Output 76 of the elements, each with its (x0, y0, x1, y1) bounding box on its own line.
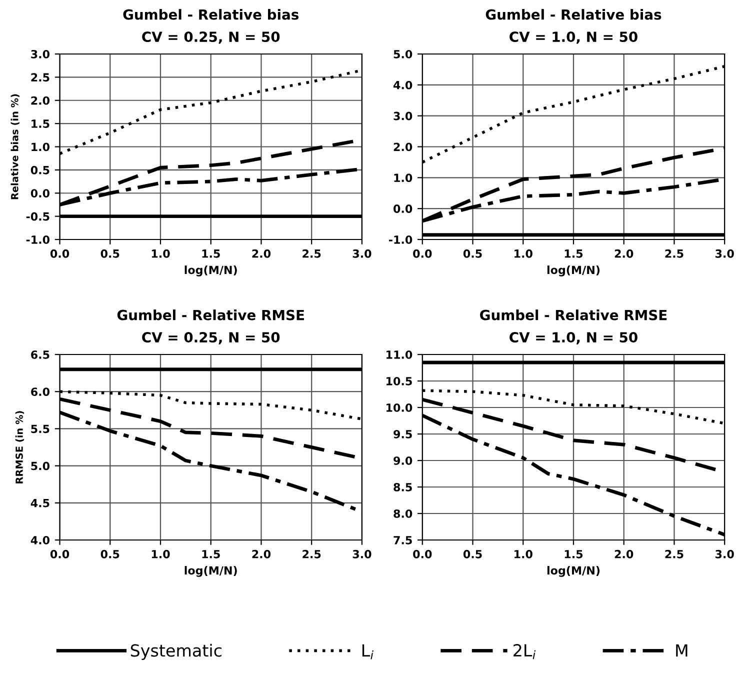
x-tick-label: 3.0 (352, 249, 372, 258)
x-axis-title: log(M/N) (547, 266, 600, 276)
x-tick-label: 0.5 (100, 249, 120, 258)
chart-subtitle: CV = 0.25, N = 50 (142, 332, 280, 344)
y-tick-label: 10.0 (386, 403, 412, 412)
x-tick-label: 2.5 (302, 249, 321, 258)
legend-label: L$_{i}$ (362, 644, 374, 660)
chart-subtitle: CV = 1.0, N = 50 (510, 332, 638, 344)
chart-title: Gumbel - Relative bias (123, 9, 299, 20)
x-tick-label: 0.0 (50, 249, 70, 258)
x-tick-label: 2.5 (665, 550, 684, 558)
chart-title: Gumbel - Relative RMSE (480, 310, 667, 320)
y-tick-label: 4.5 (30, 499, 50, 508)
y-tick-label: 1.0 (394, 174, 412, 182)
y-tick-label: 5.5 (31, 424, 50, 434)
y-tick-label: 0.0 (30, 189, 50, 198)
y-axis-title: RRMSE (in %) (15, 411, 24, 484)
y-tick-label: 4.0 (393, 80, 412, 90)
y-tick-label: 4.0 (30, 536, 50, 544)
x-tick-label: 3.0 (352, 550, 372, 558)
y-tick-label: 2.0 (394, 142, 412, 152)
y-tick-label: 6.5 (31, 350, 50, 359)
x-tick-label: 0.5 (463, 550, 482, 558)
chart-subtitle: CV = 1.0, N = 50 (510, 32, 638, 44)
x-tick-label: 2.5 (665, 249, 684, 258)
x-tick-label: 1.5 (202, 250, 220, 258)
x-tick-label: 0.5 (100, 550, 120, 558)
y-tick-label: -0.5 (26, 212, 50, 221)
y-tick-label: -1.0 (26, 235, 50, 244)
x-tick-label: 3.0 (715, 550, 734, 558)
x-tick-label: 1.0 (152, 249, 170, 258)
y-tick-label: 6.0 (31, 388, 50, 396)
legend-label: 2L$_{i}$ (514, 644, 536, 660)
legend-label: Systematic (130, 644, 222, 660)
x-tick-label: 2.5 (302, 550, 321, 558)
x-tick-label: 0.0 (413, 249, 432, 258)
x-tick-label: 3.0 (715, 249, 734, 258)
x-tick-label: 1.5 (564, 550, 583, 558)
y-tick-label: 3.0 (394, 112, 412, 120)
y-tick-label: 3.0 (31, 50, 50, 58)
x-tick-label: 0.0 (50, 550, 70, 558)
y-tick-label: 5.0 (31, 462, 50, 470)
x-tick-label: 0.5 (463, 249, 482, 258)
x-tick-label: 1.5 (564, 250, 583, 258)
x-axis-title: log(M/N) (547, 566, 600, 577)
x-tick-label: 1.0 (514, 249, 532, 258)
x-tick-label: 2.0 (614, 550, 634, 558)
x-tick-label: 2.0 (252, 249, 271, 258)
y-tick-label: -1.0 (388, 235, 412, 244)
x-tick-label: 1.0 (152, 550, 170, 558)
y-tick-label: 0.0 (394, 204, 412, 213)
y-tick-label: 5.0 (394, 50, 412, 58)
chart-title: Gumbel - Relative RMSE (117, 310, 304, 320)
y-tick-label: 1.5 (32, 120, 50, 128)
y-tick-label: 9.5 (394, 430, 412, 438)
x-tick-label: 0.0 (413, 550, 432, 558)
x-tick-label: 1.5 (202, 550, 220, 558)
y-tick-label: 1.0 (32, 142, 50, 152)
y-tick-label: 2.0 (31, 96, 50, 105)
y-axis-title: Relative bias (in %) (10, 94, 20, 200)
y-tick-label: 7.5 (394, 536, 412, 544)
chart-subtitle: CV = 0.25, N = 50 (142, 32, 280, 44)
y-tick-label: 10.5 (386, 376, 412, 386)
y-tick-label: 0.5 (30, 166, 50, 174)
x-axis-title: log(M/N) (184, 566, 237, 577)
y-tick-label: 8.5 (394, 482, 412, 492)
y-tick-label: 11.0 (386, 350, 412, 359)
y-tick-label: 2.5 (31, 73, 50, 82)
x-axis-title: log(M/N) (184, 266, 237, 276)
legend-label: M (676, 644, 688, 657)
x-tick-label: 2.0 (614, 249, 634, 258)
x-tick-label: 1.0 (514, 550, 532, 558)
y-tick-label: 8.0 (394, 509, 412, 518)
y-tick-label: 9.0 (394, 456, 412, 465)
x-tick-label: 2.0 (252, 550, 271, 558)
chart-title: Gumbel - Relative bias (486, 9, 662, 20)
